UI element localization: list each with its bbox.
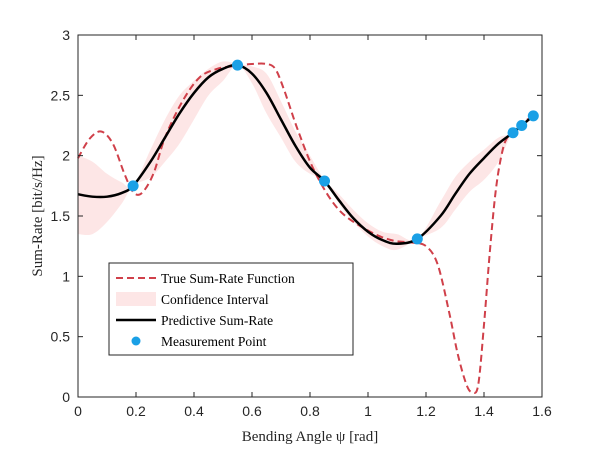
x-tick-label: 0: [74, 403, 82, 419]
legend-label-confidence-interval: Confidence Interval: [161, 292, 269, 307]
legend: True Sum-Rate Function Confidence Interv…: [108, 262, 354, 356]
measurement-point: [527, 110, 539, 122]
y-tick-label: 1.5: [51, 208, 71, 224]
y-tick-label: 0.5: [51, 329, 71, 345]
legend-label-true-sum-rate: True Sum-Rate Function: [161, 271, 295, 286]
y-tick-label: 1: [62, 268, 70, 284]
y-axis-ticks: 0 0.5 1 1.5 2 2.5 3: [51, 27, 542, 405]
x-axis-ticks: 0 0.2 0.4 0.6 0.8 1 1.2 1.4 1.6: [74, 35, 552, 419]
y-tick-label: 3: [62, 27, 70, 43]
x-tick-label: 1.6: [532, 403, 552, 419]
measurement-point: [319, 175, 330, 187]
y-tick-label: 0: [62, 389, 70, 405]
x-tick-label: 0.4: [184, 403, 204, 419]
legend-label-measurement-point: Measurement Point: [161, 334, 267, 349]
confidence-band-layer: [78, 61, 534, 251]
legend-swatch-confidence-interval: [116, 292, 156, 306]
y-tick-label: 2.5: [51, 87, 71, 103]
x-tick-label: 1: [364, 403, 372, 419]
legend-label-predictive-sum-rate: Predictive Sum-Rate: [161, 313, 273, 328]
x-axis-label: Bending Angle ψ [rad]: [242, 429, 378, 445]
x-tick-label: 1.4: [474, 403, 494, 419]
x-tick-label: 0.6: [242, 403, 262, 419]
measurement-point: [411, 233, 423, 245]
x-tick-label: 0.8: [300, 403, 320, 419]
measurement-point: [507, 127, 519, 139]
x-tick-label: 0.2: [126, 403, 146, 419]
x-tick-label: 1.2: [416, 403, 436, 419]
confidence-interval-band: [78, 61, 534, 251]
y-tick-label: 2: [62, 148, 70, 164]
series-layer: [77, 62, 535, 394]
measurement-point: [127, 180, 139, 192]
measurement-point: [232, 59, 243, 71]
y-axis-label: Sum-Rate [bit/s/Hz]: [30, 155, 46, 276]
predictive-sum-rate-line: [77, 63, 535, 246]
legend-swatch-measurement-point: [131, 336, 141, 346]
true-sum-rate-line: [77, 62, 534, 394]
measurement-markers: [127, 59, 539, 245]
measurement-point: [516, 120, 528, 131]
